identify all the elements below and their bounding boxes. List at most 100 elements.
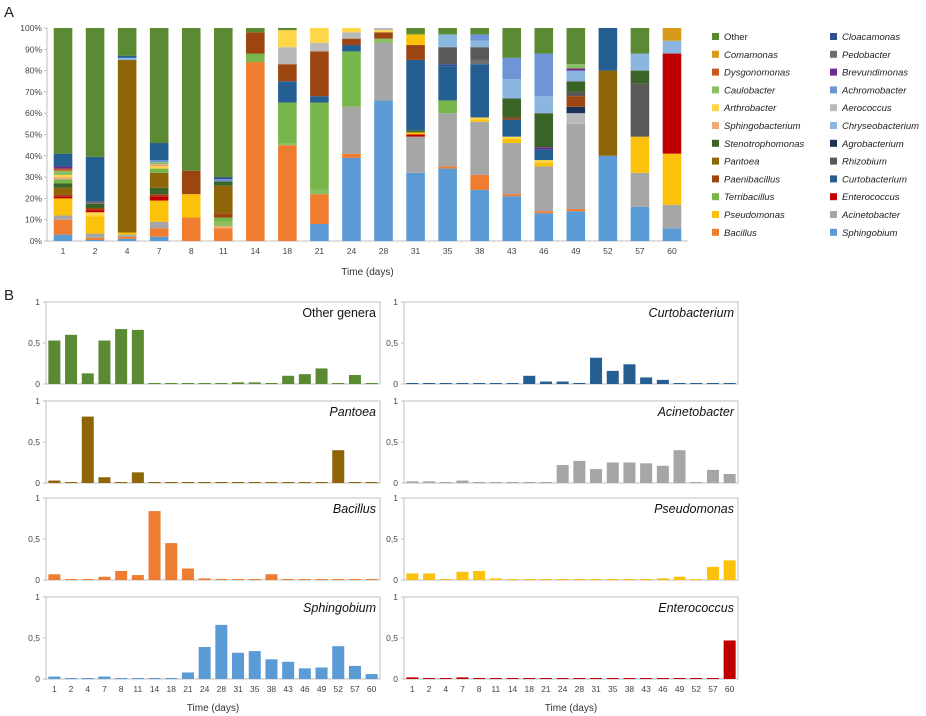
bar-segment-acinetobacter [534, 166, 554, 212]
bar-segment-stenotrophomonas [534, 113, 554, 148]
bar [282, 482, 295, 483]
legend-entry: Stenotrophomonas [724, 139, 805, 150]
bar [165, 678, 178, 679]
bar-segment-stenotrophomonas [630, 70, 650, 84]
bar [365, 383, 378, 384]
bar-segment-bacillus [310, 194, 329, 224]
y-tick-label: 0 [35, 379, 40, 389]
bar-segment-other [502, 28, 522, 58]
bar [248, 651, 261, 679]
x-tick-label: 18 [167, 684, 177, 694]
bar [365, 482, 378, 483]
bar [148, 678, 161, 679]
x-tick-label: 57 [350, 684, 360, 694]
legend-entry: Aerococcus [841, 103, 892, 114]
legend-entry: Dysgonomonas [724, 68, 790, 79]
panel-label-a: A [4, 4, 14, 21]
bar-segment-sphingobacterium [149, 164, 169, 167]
bar-segment-brevundimonas [566, 68, 586, 71]
bar [65, 482, 78, 483]
x-tick-label: 11 [491, 684, 500, 694]
y-tick-label: 0,5 [386, 338, 398, 348]
bar [315, 482, 328, 483]
bar-segment-arthrobacter [374, 30, 393, 33]
bar [198, 383, 211, 384]
bar-segment-pantoea [598, 70, 618, 156]
bar [232, 382, 245, 384]
bar [348, 482, 361, 483]
x-tick-label: 4 [125, 246, 130, 256]
bar-segment-sphingobacterium [53, 177, 73, 180]
legend-swatch [830, 175, 837, 183]
series-title: Other genera [302, 306, 376, 320]
bar-segment-curtobacterium [342, 45, 361, 52]
bar [523, 678, 536, 679]
x-tick-label: 14 [251, 246, 261, 256]
bar-segment-caulobacter [53, 170, 73, 175]
bar-segment-pseudomonas [406, 132, 425, 135]
y-tick-label: 1 [393, 493, 398, 503]
legend-entry: Sphingobium [842, 228, 898, 239]
bar [98, 477, 111, 483]
bar-segment-enterococcus [53, 196, 73, 199]
x-tick-label: 60 [725, 684, 735, 694]
bar-segment-enterococcus [406, 134, 425, 137]
bar-segment-paenibacillus [246, 32, 265, 54]
bar-segment-sphingobium [149, 236, 169, 241]
small-multiples-bar-charts: 0 0,5 1 Other genera 0 0,5 1 Curtobacterium 0 0,5… [28, 297, 739, 714]
y-tick-label: 1 [393, 396, 398, 406]
bar [656, 465, 669, 483]
bar [706, 469, 719, 483]
bar-segment-sphingobium [534, 213, 554, 241]
bar-segment-achromobacter [149, 160, 169, 163]
y-tick-label: 0 [393, 379, 398, 389]
x-tick-label: 21 [541, 684, 551, 694]
bar-segment-other [534, 28, 554, 54]
x-tick-label: 8 [189, 246, 194, 256]
x-tick-label: 52 [603, 246, 613, 256]
bar-segment-caulobacter [310, 189, 329, 195]
bar [690, 678, 703, 679]
bar [215, 482, 228, 483]
bar-segment-terribacillus [149, 168, 169, 173]
bar-segment-arthrobacter [53, 174, 73, 178]
x-tick-label: 24 [200, 684, 210, 694]
bar [690, 482, 703, 483]
x-tick-label: 4 [85, 684, 90, 694]
bar-segment-bacillus [213, 228, 233, 241]
bar [348, 579, 361, 580]
bar-segment-paenibacillus [374, 32, 393, 39]
bar-segment-sphingobium [374, 100, 393, 241]
bar-segment-terribacillus [213, 217, 233, 222]
legend-entry: Cloacamonas [842, 32, 900, 43]
legend-swatch [830, 50, 837, 58]
bar-segment-sphingobium [117, 238, 137, 241]
bar [539, 381, 552, 384]
bar-segment-aerococcus [342, 32, 361, 39]
bar [406, 573, 419, 580]
bar [81, 373, 94, 384]
legend-swatch [712, 50, 719, 58]
y-tick-label: 0,5 [28, 437, 40, 447]
bar-segment-pantoea [213, 185, 233, 214]
bar [706, 678, 719, 679]
bar [439, 579, 452, 580]
bar-segment-stenotrophomonas [149, 187, 169, 195]
bar [65, 579, 78, 580]
bar-segment-bacillus [53, 219, 73, 235]
small-multiple-pantoea: 0 0,5 1 Pantoea [28, 396, 381, 488]
bar [590, 357, 603, 384]
legend-entry: Brevundimonas [842, 68, 908, 79]
series-title: Acinetobacter [657, 405, 735, 419]
x-tick-label: 43 [507, 246, 517, 256]
bar-segment-arthrobacter [470, 117, 489, 120]
bar [131, 472, 144, 483]
bar-segment-brevundimonas [534, 147, 554, 150]
chart-legend: Other Comamonas Dysgonomonas Caulobacter Art… [712, 32, 919, 239]
bar [673, 450, 686, 483]
legend-swatch [830, 68, 837, 76]
bar [48, 340, 61, 384]
y-tick-label: 0 [393, 478, 398, 488]
bar-segment-sphingobium [598, 155, 618, 241]
